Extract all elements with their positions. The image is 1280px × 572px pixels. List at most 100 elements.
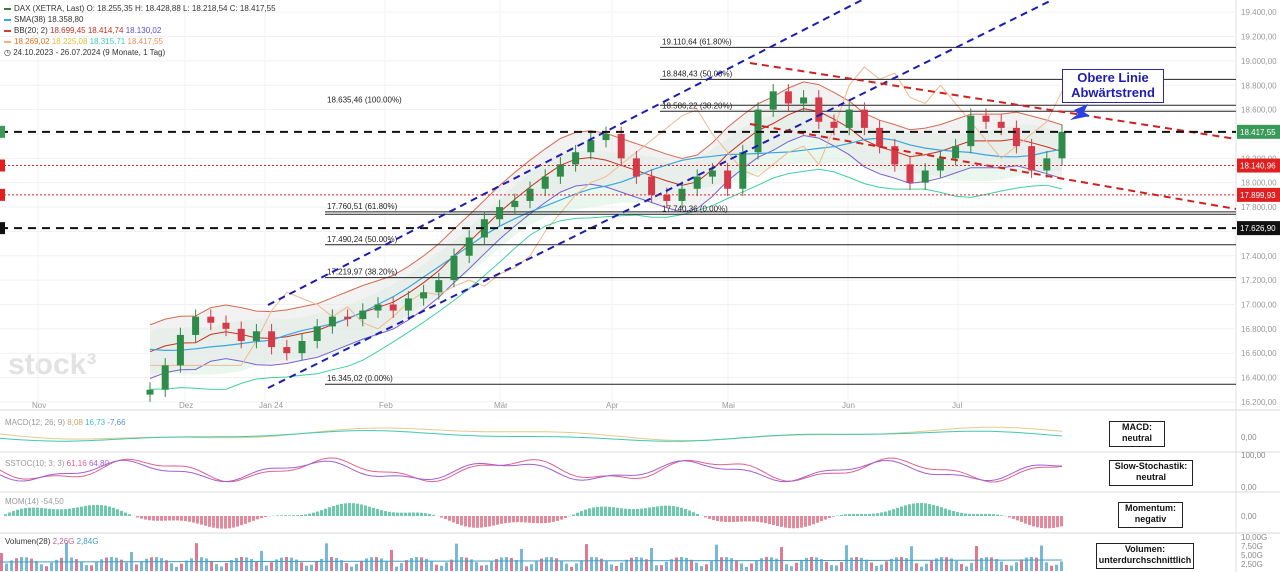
volume-bar bbox=[560, 560, 563, 571]
volume-bar bbox=[825, 561, 828, 571]
volume-bar bbox=[485, 564, 488, 571]
momentum-bar bbox=[824, 516, 827, 520]
momentum-bar bbox=[584, 509, 587, 516]
momentum-bar bbox=[64, 509, 67, 516]
volume-bar bbox=[945, 557, 948, 571]
volume-bar bbox=[575, 563, 578, 571]
volume-bar bbox=[755, 560, 758, 571]
volume-bar bbox=[855, 557, 858, 571]
momentum-bar bbox=[600, 506, 603, 516]
mom-legend-label: MOM(14) bbox=[5, 497, 39, 506]
ichimoku-value-1: 18.269,02 bbox=[14, 37, 50, 46]
momentum-bar bbox=[16, 509, 19, 516]
y-tick-label: 16.200,00 bbox=[1241, 398, 1277, 407]
candle-body bbox=[739, 152, 747, 189]
momentum-bar bbox=[484, 516, 487, 528]
sstoc-d-line bbox=[0, 459, 1063, 483]
momentum-bar bbox=[12, 510, 15, 516]
volume-bar bbox=[450, 559, 453, 571]
momentum-bar bbox=[592, 507, 595, 516]
momentum-bar bbox=[756, 516, 759, 522]
volume-bar bbox=[495, 559, 498, 571]
momentum-bar bbox=[524, 516, 527, 523]
momentum-bar bbox=[448, 516, 451, 521]
candle-body bbox=[617, 133, 625, 159]
momentum-bar bbox=[808, 516, 811, 526]
momentum-bar bbox=[768, 516, 771, 525]
momentum-bar bbox=[508, 516, 511, 523]
x-tick-label: Mär bbox=[494, 401, 508, 410]
momentum-bar bbox=[860, 513, 863, 516]
volume-bar bbox=[515, 559, 518, 571]
candle-body bbox=[404, 298, 412, 311]
macd-value-1: 8,08 bbox=[67, 418, 83, 427]
momentum-bar bbox=[308, 513, 311, 516]
momentum-bar bbox=[752, 516, 755, 522]
volume-bar bbox=[845, 545, 848, 571]
momentum-bar bbox=[740, 516, 743, 522]
volume-bar bbox=[675, 557, 678, 571]
clock-icon: ◷ bbox=[4, 48, 14, 57]
volume-bar bbox=[155, 557, 158, 571]
volume-bar bbox=[610, 564, 613, 571]
momentum-bar bbox=[28, 507, 31, 516]
volume-bar bbox=[1045, 562, 1048, 571]
momentum-bar bbox=[1060, 516, 1063, 527]
momentum-bar bbox=[336, 504, 339, 516]
fibonacci-level-label: 17.219,97 (38.20%) bbox=[327, 268, 398, 277]
momentum-bar bbox=[1044, 516, 1047, 529]
momentum-bar bbox=[876, 513, 879, 516]
volume-bar bbox=[655, 565, 658, 571]
momentum-bar bbox=[832, 516, 835, 517]
volume-bar bbox=[435, 564, 438, 571]
candle-body bbox=[420, 292, 428, 299]
momentum-bar bbox=[212, 516, 215, 528]
momentum-bar bbox=[40, 508, 43, 516]
momentum-bar bbox=[588, 508, 591, 516]
momentum-bar bbox=[532, 516, 535, 524]
momentum-bar bbox=[904, 505, 907, 516]
legend-bb: BB(20; 2) 18.699,45 18.414,74 18.130,02 bbox=[4, 25, 276, 36]
price-tag bbox=[1237, 221, 1280, 236]
momentum-bar bbox=[404, 512, 407, 516]
candle-body bbox=[541, 176, 549, 189]
x-tick-label: Dez bbox=[179, 401, 193, 410]
volume-average-line bbox=[0, 559, 1063, 563]
volume-bar bbox=[465, 557, 468, 571]
momentum-bar bbox=[56, 509, 59, 516]
momentum-bar bbox=[844, 514, 847, 516]
candle-body bbox=[663, 194, 671, 201]
volume-bar bbox=[475, 562, 478, 571]
volume-bar bbox=[915, 563, 918, 571]
volume-bar bbox=[815, 557, 818, 571]
legend-ichimoku: 18.269,02 18.225,08 18.315,71 18.417,55 bbox=[4, 36, 276, 47]
price-tag bbox=[1237, 124, 1280, 139]
x-tick-label: Jul bbox=[952, 401, 962, 410]
momentum-bar bbox=[636, 508, 639, 516]
volume-bar bbox=[295, 559, 298, 571]
volume-bar bbox=[920, 566, 923, 571]
candle-body bbox=[921, 170, 929, 183]
momentum-bar bbox=[580, 511, 583, 516]
volume-bar bbox=[180, 563, 183, 571]
momentum-bar bbox=[640, 508, 643, 516]
momentum-bar bbox=[96, 504, 99, 516]
momentum-bar bbox=[116, 509, 119, 516]
volume-bar bbox=[605, 561, 608, 571]
volume-bar bbox=[215, 564, 218, 571]
volume-bar bbox=[830, 565, 833, 571]
volume-bar bbox=[120, 559, 123, 571]
momentum-bar bbox=[264, 516, 267, 518]
momentum-bar bbox=[396, 512, 399, 516]
volume-bar bbox=[385, 560, 388, 571]
momentum-bar bbox=[660, 505, 663, 516]
momentum-bar bbox=[712, 516, 715, 521]
volume-bar bbox=[35, 561, 38, 571]
momentum-bar bbox=[248, 516, 251, 523]
ichimoku-color-icon bbox=[4, 40, 11, 43]
volume-bar bbox=[530, 564, 533, 571]
sstoc-axis-top: 100,00 bbox=[1241, 451, 1266, 460]
momentum-bar bbox=[1016, 516, 1019, 521]
momentum-bar bbox=[68, 508, 71, 516]
volume-bar bbox=[15, 558, 18, 571]
